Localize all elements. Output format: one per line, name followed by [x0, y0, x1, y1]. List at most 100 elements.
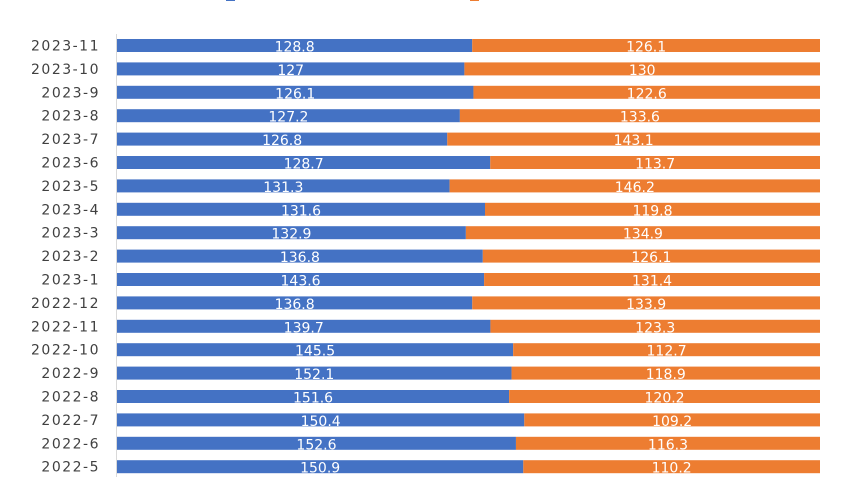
bar-segment-series-1 [117, 390, 510, 403]
bar-segment-series-1 [117, 109, 460, 123]
category-tick-label: 2022-11 [31, 319, 100, 335]
bar-row: 2023-4 131.6 119.8 [41, 202, 820, 219]
bar-segment-series-2 [473, 85, 820, 99]
data-label-series-2: 109.2 [652, 414, 692, 430]
bar-segment-series-2 [524, 413, 820, 427]
data-label-series-1: 128.7 [284, 157, 324, 173]
data-label-series-1: 131.6 [281, 203, 321, 219]
bar-row: 2022-7 150.4 109.2 [41, 413, 820, 430]
bar-segment-series-1 [117, 366, 512, 380]
bar-segment-series-1 [117, 413, 525, 427]
bar-segment-series-1 [117, 319, 491, 333]
data-label-series-2: 130 [629, 63, 656, 79]
bar-row: 2023-2 136.8 126.1 [41, 249, 820, 266]
bar-segment-series-1 [117, 226, 466, 240]
bar-rows: 2023-11 128.8 126.1 2023-10 127 130 2023-9 126.… [31, 39, 820, 477]
legend-swatch-series-2 [470, 0, 479, 1]
category-tick-label: 2023-1 [41, 273, 100, 289]
bar-segment-series-2 [513, 343, 820, 357]
data-label-series-2: 126.1 [631, 250, 671, 266]
category-tick-label: 2023-8 [41, 109, 100, 125]
data-label-series-1: 127.2 [268, 110, 308, 126]
bar-segment-series-2 [482, 249, 820, 263]
data-label-series-2: 120.2 [645, 391, 685, 407]
bar-segment-series-2 [511, 366, 820, 380]
bar-segment-series-2 [449, 179, 820, 193]
data-label-series-1: 150.9 [300, 461, 340, 477]
bar-segment-series-1 [117, 460, 524, 474]
bar-segment-series-2 [523, 460, 820, 474]
data-label-series-2: 112.7 [647, 344, 687, 360]
bar-row: 2023-9 126.1 122.6 [41, 85, 820, 102]
data-label-series-1: 151.6 [293, 391, 333, 407]
data-label-series-2: 116.3 [648, 437, 688, 453]
category-tick-label: 2022-8 [41, 390, 100, 406]
category-tick-label: 2023-4 [41, 202, 100, 218]
bar-row: 2022-5 150.9 110.2 [41, 460, 820, 477]
data-label-series-2: 113.7 [635, 157, 675, 173]
category-tick-label: 2023-3 [41, 226, 100, 242]
bar-segment-series-2 [464, 62, 820, 76]
bar-row: 2022-6 152.6 116.3 [41, 436, 820, 453]
bar-segment-series-1 [117, 85, 474, 99]
data-label-series-2: 131.4 [632, 274, 672, 290]
bar-row: 2022-8 151.6 120.2 [41, 390, 820, 407]
data-label-series-1: 150.4 [301, 414, 341, 430]
bar-row: 2023-5 131.3 146.2 [41, 179, 820, 196]
bar-row: 2023-6 128.7 113.7 [41, 156, 820, 173]
category-tick-label: 2023-7 [41, 132, 100, 148]
data-label-series-2: 118.9 [646, 367, 686, 383]
data-label-series-1: 126.1 [275, 86, 315, 102]
data-label-series-1: 143.6 [281, 274, 321, 290]
data-label-series-1: 127 [277, 63, 304, 79]
data-label-series-1: 152.1 [294, 367, 334, 383]
data-label-series-2: 133.9 [626, 297, 666, 313]
category-tick-label: 2023-5 [41, 179, 100, 195]
data-label-series-1: 132.9 [271, 227, 311, 243]
bar-segment-series-1 [117, 179, 450, 193]
data-label-series-1: 131.3 [263, 180, 303, 196]
data-label-series-2: 122.6 [627, 86, 667, 102]
bar-row: 2023-7 126.8 143.1 [41, 132, 820, 149]
bar-segment-series-1 [117, 39, 473, 52]
data-label-series-2: 143.1 [614, 133, 654, 149]
data-label-series-1: 145.5 [295, 344, 335, 360]
bar-segment-series-1 [117, 436, 516, 450]
bar-segment-series-1 [117, 202, 485, 216]
legend-swatch-series-1 [226, 0, 235, 1]
data-label-series-2: 110.2 [652, 461, 692, 477]
bar-segment-series-2 [490, 156, 820, 169]
data-label-series-2: 146.2 [615, 180, 655, 196]
bar-segment-series-1 [117, 156, 491, 169]
category-tick-label: 2022-12 [31, 296, 100, 312]
data-label-series-1: 128.8 [275, 40, 315, 56]
bar-segment-series-2 [515, 436, 820, 450]
bar-row: 2023-3 132.9 134.9 [41, 226, 820, 243]
category-tick-label: 2022-9 [41, 366, 100, 382]
bar-row: 2022-9 152.1 118.9 [41, 366, 820, 383]
category-tick-label: 2022-10 [31, 343, 100, 359]
data-label-series-2: 123.3 [635, 320, 675, 336]
category-tick-label: 2023-2 [41, 249, 100, 265]
bar-segment-series-2 [459, 109, 820, 123]
bar-segment-series-2 [472, 39, 820, 52]
category-tick-label: 2023-11 [31, 39, 100, 55]
bar-segment-series-1 [117, 273, 485, 286]
data-label-series-2: 126.1 [626, 40, 666, 56]
bar-segment-series-2 [490, 319, 820, 333]
bar-segment-series-1 [117, 249, 483, 263]
bar-row: 2023-10 127 130 [31, 62, 820, 79]
bar-segment-series-1 [117, 132, 448, 146]
bar-segment-series-1 [117, 62, 465, 76]
data-label-series-1: 136.8 [280, 250, 320, 266]
bar-row: 2023-8 127.2 133.6 [41, 109, 820, 126]
category-tick-label: 2022-5 [41, 460, 100, 476]
bar-row: 2022-11 139.7 123.3 [31, 319, 820, 336]
bar-row: 2023-11 128.8 126.1 [31, 39, 820, 56]
bar-segment-series-2 [509, 390, 820, 403]
data-label-series-1: 152.6 [296, 437, 336, 453]
bar-row: 2022-10 145.5 112.7 [31, 343, 820, 360]
data-label-series-2: 134.9 [623, 227, 663, 243]
bar-row: 2023-1 143.6 131.4 [41, 273, 820, 290]
